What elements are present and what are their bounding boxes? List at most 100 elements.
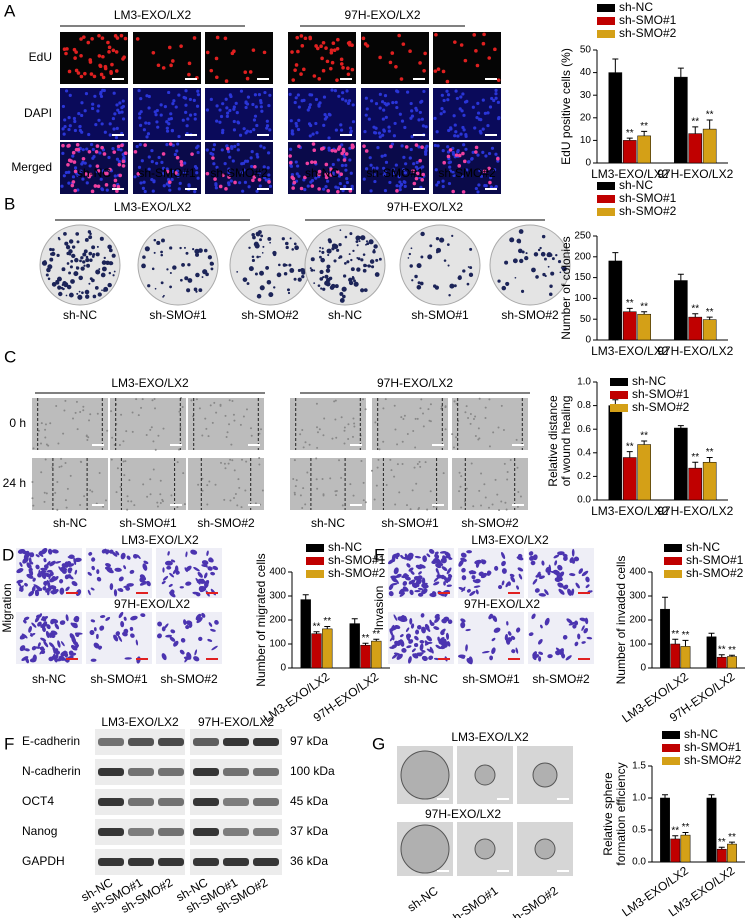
cell bbox=[90, 106, 95, 111]
column-label: sh-SMO#1 bbox=[411, 308, 469, 322]
cell bbox=[463, 58, 468, 63]
cell bbox=[60, 641, 65, 647]
cell bbox=[455, 402, 458, 405]
cell bbox=[415, 629, 420, 635]
cell bbox=[437, 636, 440, 642]
cell bbox=[118, 576, 124, 582]
colony bbox=[85, 258, 90, 263]
cell bbox=[446, 145, 450, 149]
error-bar bbox=[708, 632, 715, 637]
band bbox=[193, 798, 219, 806]
cell bbox=[157, 434, 160, 437]
colony bbox=[514, 276, 517, 279]
cell bbox=[165, 143, 169, 147]
cell bbox=[459, 132, 463, 136]
colony bbox=[341, 286, 347, 292]
cell bbox=[288, 160, 293, 165]
colony bbox=[64, 241, 69, 246]
cell bbox=[336, 147, 341, 151]
colony bbox=[110, 261, 114, 265]
band bbox=[128, 768, 154, 776]
colony bbox=[268, 292, 274, 298]
cell bbox=[402, 180, 406, 184]
colony bbox=[544, 257, 547, 261]
band bbox=[253, 858, 279, 866]
cell bbox=[338, 459, 341, 462]
cell bbox=[110, 410, 113, 413]
cell bbox=[316, 487, 319, 490]
cell bbox=[414, 555, 422, 559]
cell bbox=[121, 99, 125, 103]
column-label: sh-NC bbox=[404, 672, 438, 686]
cell bbox=[32, 654, 36, 663]
cell bbox=[257, 172, 261, 176]
cell bbox=[196, 176, 200, 180]
cell bbox=[479, 118, 483, 122]
cell bbox=[447, 128, 451, 133]
colony bbox=[169, 285, 172, 289]
cell bbox=[240, 506, 243, 509]
cell bbox=[28, 626, 32, 633]
cell bbox=[506, 470, 509, 473]
colony bbox=[357, 257, 361, 261]
cell bbox=[290, 50, 294, 54]
legend-label: sh-SMO#1 bbox=[619, 13, 677, 27]
cell bbox=[480, 504, 483, 507]
cell bbox=[421, 655, 428, 661]
cell bbox=[114, 136, 119, 140]
cell bbox=[475, 589, 479, 595]
legend-swatch bbox=[597, 208, 615, 216]
cell bbox=[405, 504, 408, 507]
colony bbox=[76, 240, 80, 244]
cell bbox=[90, 37, 94, 41]
cell bbox=[257, 93, 262, 97]
group-label: 97H-EXO/LX2 bbox=[387, 200, 463, 214]
cell bbox=[155, 161, 159, 165]
y-tick-label: 200 bbox=[574, 251, 591, 262]
cell bbox=[221, 128, 225, 132]
cell bbox=[113, 634, 119, 642]
cell bbox=[174, 105, 178, 109]
cell bbox=[183, 96, 188, 100]
cell bbox=[117, 635, 123, 642]
cell bbox=[115, 126, 119, 131]
cell bbox=[220, 461, 223, 464]
cell bbox=[61, 563, 67, 568]
cell bbox=[65, 586, 70, 592]
colony bbox=[78, 275, 83, 281]
cell bbox=[98, 151, 102, 155]
cell bbox=[387, 129, 391, 133]
cell bbox=[227, 183, 231, 187]
error-bar bbox=[612, 58, 619, 73]
cell bbox=[232, 128, 237, 132]
cell bbox=[178, 448, 181, 451]
cell bbox=[67, 567, 73, 573]
cell bbox=[385, 103, 389, 107]
cell bbox=[429, 403, 432, 406]
cell bbox=[35, 586, 43, 592]
bar bbox=[702, 128, 717, 164]
colony bbox=[360, 258, 364, 262]
cell bbox=[563, 584, 569, 590]
cell bbox=[150, 426, 153, 429]
cell bbox=[167, 122, 171, 126]
cell bbox=[111, 116, 116, 121]
cell bbox=[230, 51, 235, 56]
cell bbox=[147, 106, 151, 110]
cell bbox=[64, 170, 68, 175]
cell bbox=[310, 184, 315, 188]
cell bbox=[40, 422, 43, 425]
cell bbox=[309, 93, 314, 97]
cell bbox=[115, 189, 119, 193]
cell bbox=[24, 648, 30, 652]
cell bbox=[402, 155, 406, 159]
bar bbox=[322, 628, 333, 669]
colony bbox=[520, 289, 525, 293]
colony bbox=[369, 265, 372, 268]
cell bbox=[446, 98, 450, 102]
row-label: EdU bbox=[29, 50, 52, 64]
colony bbox=[83, 249, 88, 254]
cell bbox=[433, 657, 440, 661]
colony bbox=[333, 259, 337, 263]
cell bbox=[193, 566, 200, 572]
